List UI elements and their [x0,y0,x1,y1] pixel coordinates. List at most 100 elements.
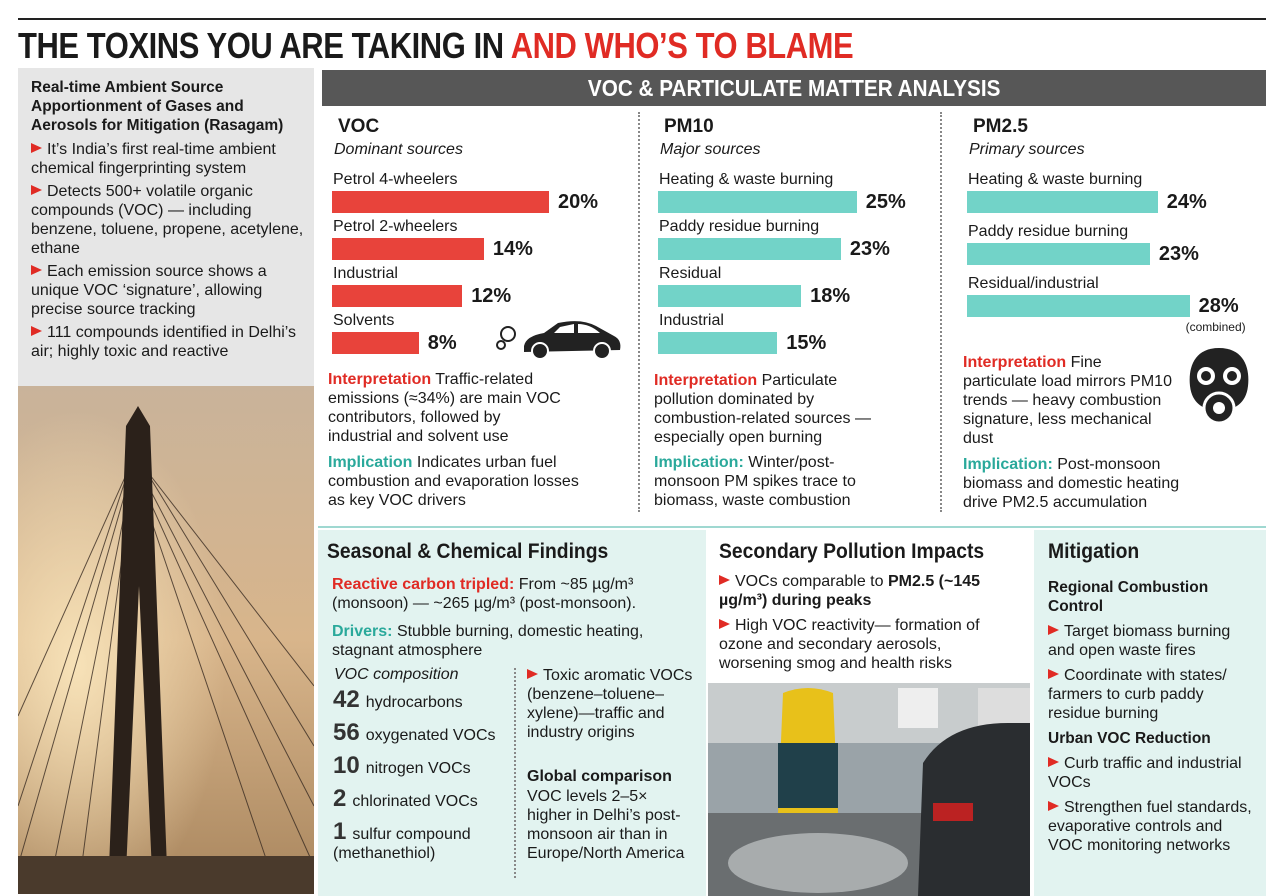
divider [638,112,640,512]
bullet-text: Target biomass burning and open waste fi… [1048,623,1231,659]
composition-label: oxygenated VOCs [365,727,496,744]
toxic-text: Toxic aromatic VOCs (benzene–toluene–xyl… [527,667,693,741]
bullet: It’s India’s first real-time ambient che… [31,140,306,178]
intro-list: It’s India’s first real-time ambient che… [31,140,306,365]
panel-subtitle: Major sources [660,141,761,158]
value-label: 8% [427,332,457,354]
secondary-bullet: VOCs comparable to PM2.5 (~145 µg/m³) du… [719,572,1019,610]
bar [332,238,484,260]
implication-text: Winter/post-monsoon PM spikes trace to b… [654,454,856,509]
bar [658,238,841,260]
drivers-text: Stubble burning, domestic heating, stagn… [332,623,644,659]
value-label: 14% [492,238,533,260]
interpretation-text: Fine particulate load mirrors PM10 trend… [963,354,1172,447]
group-heading: Regional Combustion Control [1048,579,1209,615]
composition-count: 2 [333,785,347,812]
group-heading: Urban VOC Reduction [1048,730,1211,747]
analysis-header: VOC & PARTICULATE MATTER ANALYSIS [322,70,1266,106]
bullet-text: Curb traffic and industrial VOCs [1048,755,1242,791]
category-label: Industrial [333,265,398,282]
category-label: Solvents [333,312,395,329]
mitigation-box [1034,530,1266,896]
rule [18,18,1266,20]
global-title: Global comparison [527,768,672,785]
bullet-text: VOCs comparable to [735,573,884,590]
interpretation: Interpretation Particulate pollution dom… [654,371,894,447]
composition-count: 1 [333,818,347,845]
bullet-text: Each emission source shows a unique VOC … [31,263,267,318]
implication: Implication Indicates urban fuel combust… [328,453,598,510]
panel-subtitle: Primary sources [969,141,1085,158]
bullet: 111 compounds identified in Delhi’s air;… [31,323,306,361]
divider [940,112,942,512]
arrow [1048,801,1059,811]
seasonal-box [318,530,706,896]
value-label: 12% [471,285,512,307]
bullet: Each emission source shows a unique VOC … [31,262,306,319]
rule [318,526,1266,528]
value-label: 25% [865,191,906,213]
category-label: Industrial [659,312,724,329]
panel-name: PM10 [664,116,714,137]
intro-box [18,68,314,386]
bullet: Detects 500+ volatile organic compounds … [31,182,306,258]
panel-name: VOC [338,116,380,137]
bar [967,243,1150,265]
bullet-text: Detects 500+ volatile organic compounds … [31,183,304,257]
value-label: 23% [849,238,890,260]
value-label: 15% [786,332,827,354]
arrow [31,265,42,275]
composition-count: 56 [333,719,360,746]
interpretation: Interpretation Traffic-related emissions… [328,370,568,446]
interpretation-text: Traffic-related emissions (≈34%) are mai… [328,371,561,445]
value-label: 18% [810,285,851,307]
bullet: Curb traffic and industrial VOCs [1048,754,1260,792]
interpretation-label: Interpretation [654,372,758,389]
bullet-text: 111 compounds identified in Delhi’s air;… [31,324,297,360]
category-label: Paddy residue burning [968,223,1129,240]
interpretation-text: Particulate pollution dominated by combu… [654,372,871,446]
bar [332,285,463,307]
finding: Reactive carbon tripled: From ~85 µg/m³ … [332,575,692,613]
bullet-text: Coordinate with states/ farmers to curb … [1048,667,1227,722]
category-label: Paddy residue burning [659,218,820,235]
toxic: Toxic aromatic VOCs (benzene–toluene–xyl… [527,666,697,742]
panel-subtitle: Dominant sources [334,141,463,158]
value-note: (combined) [1185,320,1246,334]
value-label: 23% [1158,243,1199,265]
arrow [1048,625,1059,635]
composition-item: 1 sulfur compound (methanethiol) [333,820,513,863]
divider [514,668,516,878]
arrow [31,185,42,195]
implication-label: Implication: [963,456,1053,473]
title-black: THE TOXINS YOU ARE TAKING IN [18,25,504,66]
arrow [1048,669,1059,679]
gas-mask-icon [1189,348,1249,425]
global-text: VOC levels 2–5× higher in Delhi’s post-m… [527,788,685,862]
mitigation-list: Regional Combustion Control Target biomas… [1048,578,1260,861]
bar [967,295,1190,317]
value-label: 28% [1198,295,1239,317]
seasonal-title: Seasonal & Chemical Findings [327,540,609,563]
intro-heading: Real-time Ambient Source Apportionment o… [31,79,284,134]
implication-text: Post-monsoon biomass and domestic heatin… [963,456,1180,511]
bar [332,332,419,354]
composition-item: 2 chlorinated VOCs [333,787,513,811]
bullet-text: High VOC reactivity— formation of ozone … [719,617,980,672]
arrow [1048,757,1059,767]
car-icon [496,321,621,360]
implication-text: Indicates urban fuel combustion and evap… [328,454,579,509]
composition-label: hydrocarbons [365,694,463,711]
street-photo [708,683,1030,896]
arrow [31,143,42,153]
composition-list: 42 hydrocarbons 56 oxygenated VOCs 10 nitroge… [333,688,513,874]
title: THE TOXINS YOU ARE TAKING IN AND WHO’S T… [18,25,854,67]
bullet-bold: PM2.5 (~145 µg/m³) during peaks [719,573,981,609]
bridge-photo [18,386,314,894]
composition-title: VOC composition [334,666,459,683]
bullet-text: Strengthen fuel standards, evaporative c… [1048,799,1252,854]
finding-label: Reactive carbon tripled: [332,576,515,593]
value-label: 20% [558,191,599,213]
title-red: AND WHO’S TO BLAME [510,25,854,66]
